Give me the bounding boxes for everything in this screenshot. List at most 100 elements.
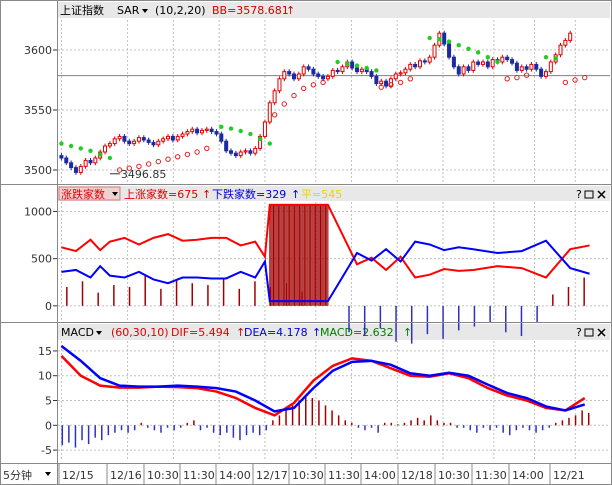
candle-body[interactable]	[258, 135, 263, 149]
candle-body[interactable]	[161, 138, 166, 142]
candle-body[interactable]	[287, 71, 292, 75]
candle-body[interactable]	[229, 150, 234, 154]
candle-body[interactable]	[141, 137, 146, 141]
candle-body[interactable]	[272, 90, 277, 104]
candle-body[interactable]	[505, 56, 510, 61]
candle-body[interactable]	[476, 61, 481, 65]
candle-body[interactable]	[267, 102, 272, 123]
candle-body[interactable]	[127, 140, 132, 145]
candle-body[interactable]	[190, 128, 195, 133]
panel3-restore-icon[interactable]	[584, 328, 594, 337]
candle-body[interactable]	[238, 151, 243, 157]
candle-body[interactable]	[292, 73, 297, 80]
candle-body[interactable]	[563, 39, 568, 46]
candle-body[interactable]	[510, 59, 515, 64]
candle-body[interactable]	[374, 75, 379, 85]
panel2-restore-icon[interactable]	[584, 190, 594, 199]
candle-body[interactable]	[480, 61, 485, 65]
candle-body[interactable]	[69, 162, 74, 169]
candle-body[interactable]	[224, 140, 229, 152]
candle-body[interactable]	[393, 73, 398, 80]
candle-body[interactable]	[146, 139, 151, 143]
panel2-help-icon[interactable]: ?	[576, 188, 582, 201]
candle-body[interactable]	[185, 131, 190, 135]
candle-body[interactable]	[524, 66, 529, 70]
panel2-dropdown-icon[interactable]	[112, 192, 118, 196]
breadth-panel[interactable]: 0 500 1000	[24, 202, 610, 344]
candle-body[interactable]	[413, 63, 418, 68]
candle-body[interactable]	[514, 62, 519, 71]
candle-body[interactable]	[432, 44, 437, 58]
candle-body[interactable]	[519, 66, 524, 71]
breadth-line[interactable]	[61, 239, 590, 303]
candle-body[interactable]	[243, 150, 248, 153]
candle-body[interactable]	[209, 128, 214, 133]
candle-body[interactable]	[529, 63, 534, 70]
candle-body[interactable]	[500, 56, 505, 63]
candle-body[interactable]	[73, 167, 78, 173]
candle-body[interactable]	[422, 60, 427, 63]
candle-body[interactable]	[107, 143, 112, 147]
candle-body[interactable]	[214, 131, 219, 135]
candle-body[interactable]	[461, 66, 466, 75]
candle-body[interactable]	[543, 71, 548, 77]
period-selector[interactable]: 5分钟	[3, 468, 32, 482]
candle-body[interactable]	[403, 68, 408, 74]
candle-body[interactable]	[199, 129, 204, 134]
candle-body[interactable]	[170, 135, 175, 141]
candle-body[interactable]	[156, 140, 161, 146]
candle-body[interactable]	[311, 68, 316, 75]
candle-body[interactable]	[354, 67, 359, 73]
candle-body[interactable]	[136, 137, 141, 142]
candle-body[interactable]	[262, 121, 267, 137]
candle-body[interactable]	[166, 135, 171, 140]
candle-body[interactable]	[427, 56, 432, 63]
candle-body[interactable]	[456, 66, 461, 75]
candle-body[interactable]	[330, 69, 335, 77]
candle-body[interactable]	[78, 165, 83, 173]
candle-body[interactable]	[417, 60, 422, 68]
candle-body[interactable]	[485, 61, 490, 68]
candle-body[interactable]	[534, 63, 539, 70]
candle-body[interactable]	[175, 135, 180, 141]
breadth-line[interactable]	[61, 203, 590, 279]
candle-body[interactable]	[122, 135, 127, 142]
candle-body[interactable]	[490, 59, 495, 68]
candle-body[interactable]	[233, 152, 238, 157]
candle-body[interactable]	[471, 61, 476, 71]
candle-body[interactable]	[350, 61, 355, 69]
candle-body[interactable]	[151, 141, 156, 146]
candle-body[interactable]	[558, 44, 563, 56]
candle-body[interactable]	[180, 133, 185, 137]
panel2-title[interactable]: 涨跌家数	[61, 187, 105, 201]
candle-body[interactable]	[117, 135, 122, 140]
panel3-close-icon[interactable]	[597, 328, 606, 337]
macd-line[interactable]	[60, 344, 586, 413]
candle-body[interactable]	[539, 68, 544, 77]
macd-panel[interactable]: -5 0 5 10 15	[38, 341, 610, 460]
panel3-dropdown-icon[interactable]	[96, 331, 102, 335]
candle-body[interactable]	[59, 155, 64, 159]
candle-body[interactable]	[325, 75, 330, 80]
candle-body[interactable]	[64, 157, 69, 164]
panel2-close-icon[interactable]	[597, 190, 606, 199]
candle-body[interactable]	[88, 159, 93, 164]
candle-body[interactable]	[112, 138, 117, 145]
candle-body[interactable]	[83, 159, 88, 167]
candle-body[interactable]	[219, 133, 224, 142]
period-dropdown-icon[interactable]	[45, 472, 51, 476]
candle-body[interactable]	[451, 56, 456, 68]
candle-body[interactable]	[548, 61, 553, 73]
candle-body[interactable]	[301, 66, 306, 75]
candle-body[interactable]	[340, 66, 345, 73]
candle-body[interactable]	[359, 68, 364, 73]
candle-body[interactable]	[103, 145, 108, 153]
candle-body[interactable]	[466, 66, 471, 71]
candle-body[interactable]	[277, 78, 282, 92]
panel2-title-box[interactable]	[58, 186, 121, 201]
indicator-selector[interactable]: SAR	[117, 4, 140, 17]
candle-body[interactable]	[379, 80, 384, 85]
candle-body[interactable]	[321, 75, 326, 80]
candle-body[interactable]	[442, 32, 447, 45]
